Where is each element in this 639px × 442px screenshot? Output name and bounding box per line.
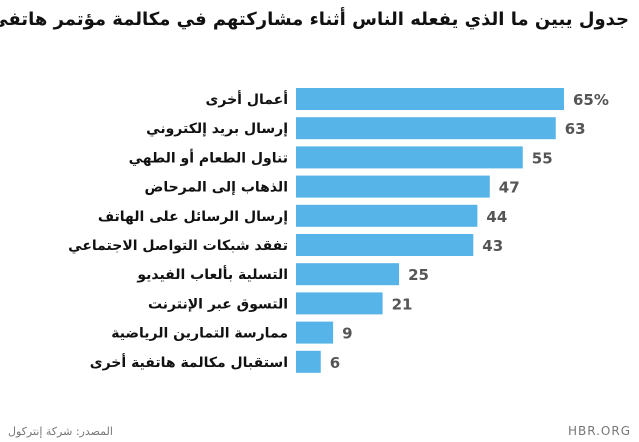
category-label-7: التسوق عبر الإنترنت bbox=[148, 296, 288, 312]
value-label-8: 9 bbox=[342, 325, 352, 343]
value-label-7: 21 bbox=[392, 295, 413, 313]
category-label-0: أعمال أخرى bbox=[206, 90, 288, 108]
bar-0 bbox=[296, 88, 564, 110]
value-label-5: 43 bbox=[482, 237, 503, 255]
bar-3 bbox=[296, 175, 490, 198]
bar-2 bbox=[296, 146, 523, 169]
value-label-2: 55 bbox=[532, 149, 553, 167]
bar-9 bbox=[296, 350, 321, 373]
bar-8 bbox=[296, 321, 334, 344]
bar-1 bbox=[296, 117, 556, 140]
category-label-6: التسلية بألعاب الفيديو bbox=[136, 265, 288, 283]
value-label-6: 25 bbox=[408, 266, 429, 284]
value-label-0: 65% bbox=[573, 91, 609, 109]
source-note: المصدر: شركة إنتركول bbox=[8, 425, 113, 438]
value-label-3: 47 bbox=[499, 179, 520, 197]
bar-5 bbox=[296, 234, 474, 256]
brand-label: HBR.ORG bbox=[567, 424, 631, 438]
bar-6 bbox=[296, 263, 400, 286]
category-label-8: ممارسة التمارين الرياضية bbox=[111, 326, 288, 342]
value-label-1: 63 bbox=[565, 120, 586, 138]
value-label-9: 6 bbox=[330, 354, 340, 372]
bar-7 bbox=[296, 292, 383, 315]
value-label-4: 44 bbox=[486, 208, 507, 226]
category-label-4: إرسال الرسائل على الهاتف bbox=[98, 209, 288, 225]
category-label-9: استقبال مكالمة هاتفية أخرى bbox=[90, 353, 288, 371]
category-label-3: الذهاب إلى المرحاض bbox=[145, 180, 288, 196]
category-label-5: تفقد شبكات التواصل الاجتماعي bbox=[68, 238, 288, 254]
chart-title: جدول يبين ما الذي يفعله الناس أثناء مشار… bbox=[0, 9, 629, 30]
category-label-2: تناول الطعام أو الطهي bbox=[129, 148, 288, 166]
category-label-1: إرسال بريد إلكتروني bbox=[146, 121, 288, 137]
bar-4 bbox=[296, 204, 478, 227]
